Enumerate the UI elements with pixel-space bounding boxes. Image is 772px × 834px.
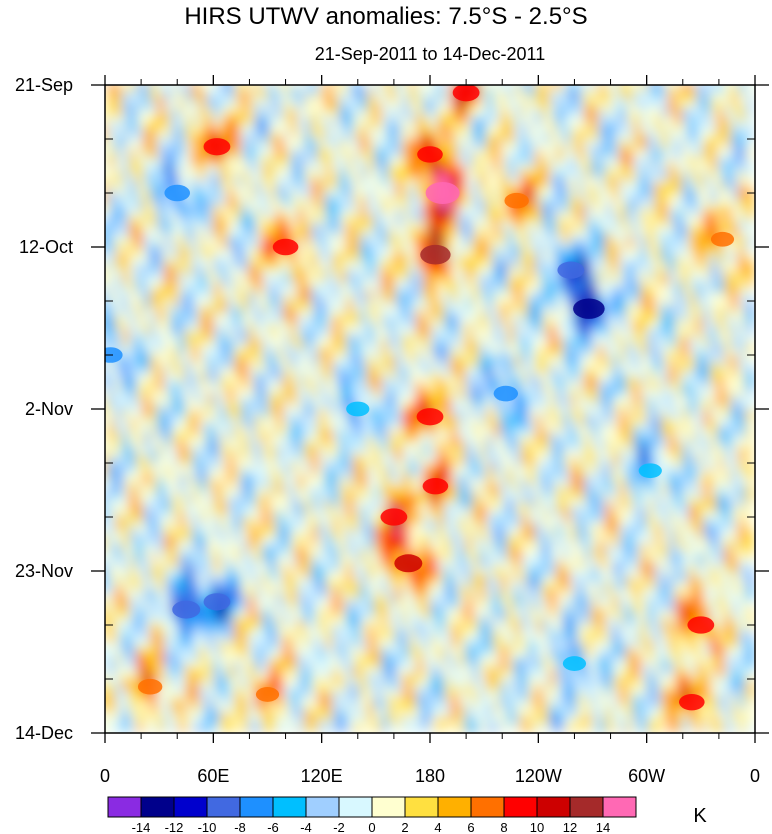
x-tick-label: 60W	[628, 766, 665, 786]
feature-8	[452, 85, 480, 102]
feature-6	[573, 298, 605, 319]
feature-10	[346, 401, 370, 417]
colorbar-label: 4	[434, 820, 441, 834]
colorbar: -14 -12 -10 -8 -6 -4 -2 0 2 4 6 8 10 12 14	[107, 796, 637, 834]
colorbar-unit: K	[693, 805, 707, 827]
colorbar-label: -10	[198, 820, 217, 834]
feature-14	[394, 554, 423, 573]
colorbar-label: 0	[368, 820, 375, 834]
feature-22	[137, 678, 163, 695]
colorbar-box	[173, 796, 208, 818]
colorbar-label: -8	[234, 820, 246, 834]
feature-17	[493, 385, 519, 402]
x-tick-label: 180	[415, 766, 445, 786]
colorbar-label: -2	[333, 820, 345, 834]
colorbar-label: -6	[267, 820, 279, 834]
colorbar-box	[206, 796, 241, 818]
y-tick-label: 14-Dec	[15, 723, 73, 743]
colorbar-box	[338, 796, 373, 818]
colorbar-box	[305, 796, 340, 818]
x-tick-label: 60E	[197, 766, 229, 786]
y-tick-label: 2-Nov	[25, 399, 73, 419]
x-tick-label: 0	[100, 766, 110, 786]
colorbar-label: 8	[500, 820, 507, 834]
colorbar-label: 2	[401, 820, 408, 834]
feature-3	[420, 244, 451, 265]
colorbar-box	[437, 796, 472, 818]
chart-subtitle: 21-Sep-2011 to 14-Dec-2011	[315, 44, 545, 64]
feature-15	[380, 508, 408, 526]
feature-1	[203, 138, 231, 156]
colorbar-label: 12	[563, 820, 577, 834]
feature-13	[203, 593, 231, 611]
feature-5	[417, 146, 443, 163]
colorbar-label: -4	[300, 820, 312, 834]
colorbar-box	[272, 796, 307, 818]
chart-title: HIRS UTWV anomalies: 7.5°S - 2.5°S	[184, 3, 587, 30]
feature-25	[105, 347, 123, 363]
colorbar-box	[404, 796, 439, 818]
feature-18	[638, 463, 662, 479]
x-tick-label: 0	[750, 766, 760, 786]
feature-19	[687, 616, 715, 634]
feature-12	[172, 600, 201, 619]
colorbar-box	[569, 796, 604, 818]
colorbar-box	[602, 796, 637, 818]
colorbar-box	[107, 796, 142, 818]
y-tick-label: 12-Oct	[19, 237, 73, 257]
feature-9	[504, 192, 529, 209]
feature-20	[679, 693, 705, 711]
feature-4	[425, 182, 460, 204]
feature-2	[272, 238, 299, 256]
feature-24	[710, 231, 735, 247]
feature-23	[562, 656, 587, 671]
colorbar-box	[371, 796, 406, 818]
feature-16	[422, 477, 449, 495]
colorbar-label: 6	[467, 820, 474, 834]
x-tick-label: 120E	[301, 766, 343, 786]
colorbar-box	[503, 796, 538, 818]
y-tick-label: 21-Sep	[15, 75, 73, 95]
colorbar-box	[239, 796, 274, 818]
colorbar-label: -14	[132, 820, 151, 834]
feature-7	[557, 261, 585, 279]
feature-21	[255, 687, 280, 702]
anomaly-field	[105, 85, 755, 733]
colorbar-box	[140, 796, 175, 818]
y-tick-label: 23-Nov	[15, 561, 73, 581]
feature-0	[164, 184, 191, 202]
feature-11	[416, 408, 444, 426]
colorbar-label: 14	[596, 820, 610, 834]
colorbar-label: 10	[530, 820, 544, 834]
axis-ticks: 0 60E 120E 180 120W 60W 0 21-Sep 12-Oct 2-Nov 23-N…	[15, 75, 769, 786]
colorbar-label: -12	[165, 820, 184, 834]
x-tick-label: 120W	[515, 766, 562, 786]
colorbar-box	[470, 796, 505, 818]
colorbar-box	[536, 796, 571, 818]
